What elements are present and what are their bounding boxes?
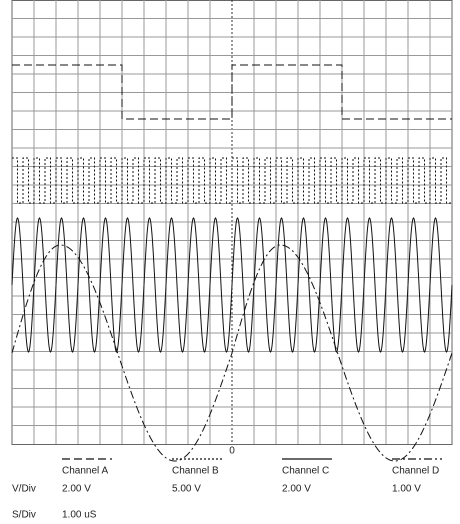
center-label: 0 — [229, 446, 235, 457]
v-div-value: 5.00 V — [172, 484, 201, 495]
channel-a-trace — [12, 64, 452, 120]
v-div-value: 2.00 V — [62, 484, 91, 495]
v-div-value: 2.00 V — [282, 484, 311, 495]
channel-b-trace — [12, 157, 452, 204]
channel-name: Channel B — [172, 466, 219, 477]
v-div-value: 1.00 V — [392, 484, 421, 495]
waveforms — [11, 64, 453, 462]
s-div-label: S/Div — [12, 510, 36, 521]
channel-name: Channel C — [282, 466, 329, 477]
channel-c-trace — [11, 217, 453, 353]
s-div-value: 1.00 uS — [62, 510, 97, 521]
channel-name: Channel D — [392, 466, 439, 477]
channel-name: Channel A — [62, 466, 108, 477]
channel-d-trace — [11, 244, 453, 462]
v-div-label: V/Div — [12, 484, 36, 495]
